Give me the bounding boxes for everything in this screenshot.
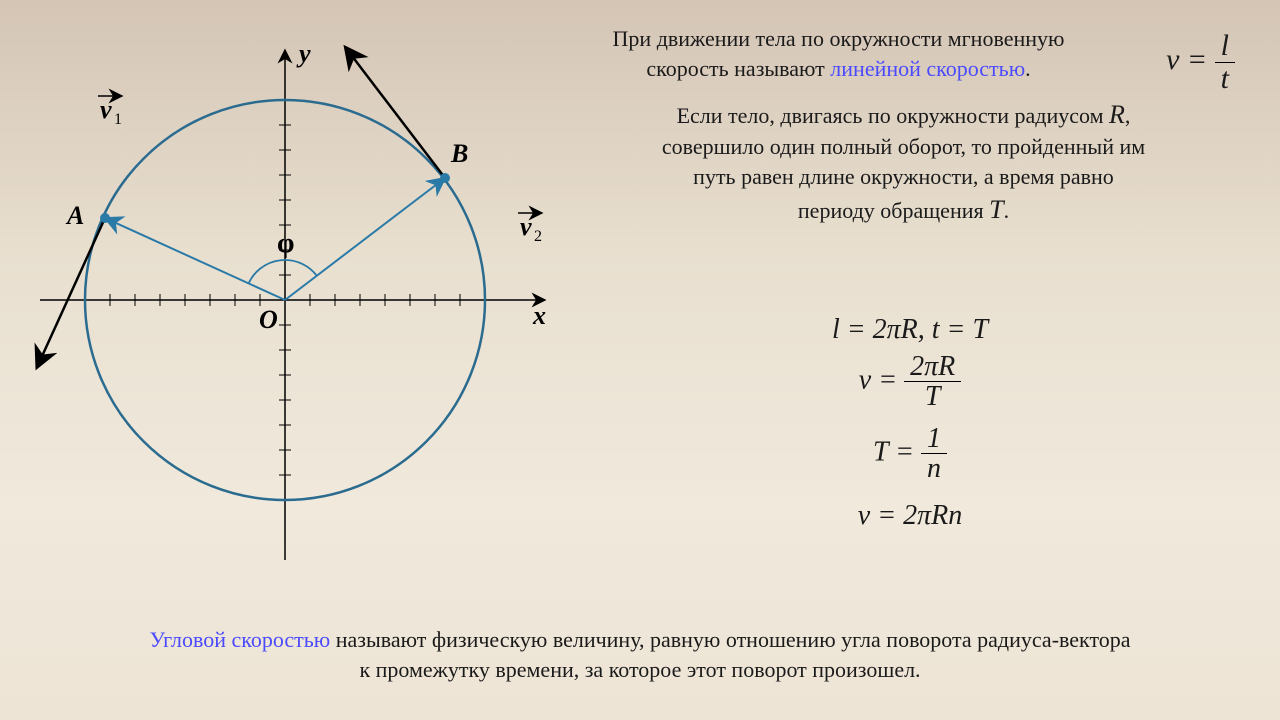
svg-text:x: x [532, 301, 546, 330]
footer-definition: Угловой скоростью называют физическую ве… [40, 625, 1240, 684]
para-2: Если тело, двигаясь по окружности радиус… [555, 97, 1252, 227]
svg-text:A: A [65, 201, 84, 230]
formula-T-1-n: T = 1 n [720, 424, 1100, 484]
svg-text:O: O [259, 305, 278, 334]
body-text: При движении тела по окружности мгновенн… [555, 24, 1252, 237]
svg-text:φ: φ [277, 228, 294, 259]
svg-text:v: v [100, 95, 112, 124]
formula-l-t: l = 2πR, t = T [720, 314, 1100, 346]
para-1: При движении тела по окружности мгновенн… [555, 24, 1252, 83]
formula-v-2piRn: v = 2πRn [720, 500, 1100, 532]
formula-stack: l = 2πR, t = T v = 2πR T T = 1 n v = 2πR… [720, 310, 1100, 536]
formula-v-2piR-T: v = 2πR T [720, 352, 1100, 412]
svg-text:1: 1 [114, 111, 122, 128]
svg-text:2: 2 [534, 228, 542, 245]
svg-text:B: B [450, 139, 468, 168]
svg-text:y: y [296, 39, 311, 68]
svg-text:v: v [520, 212, 532, 241]
circular-motion-diagram: yxOφABv1v2 [20, 20, 580, 600]
